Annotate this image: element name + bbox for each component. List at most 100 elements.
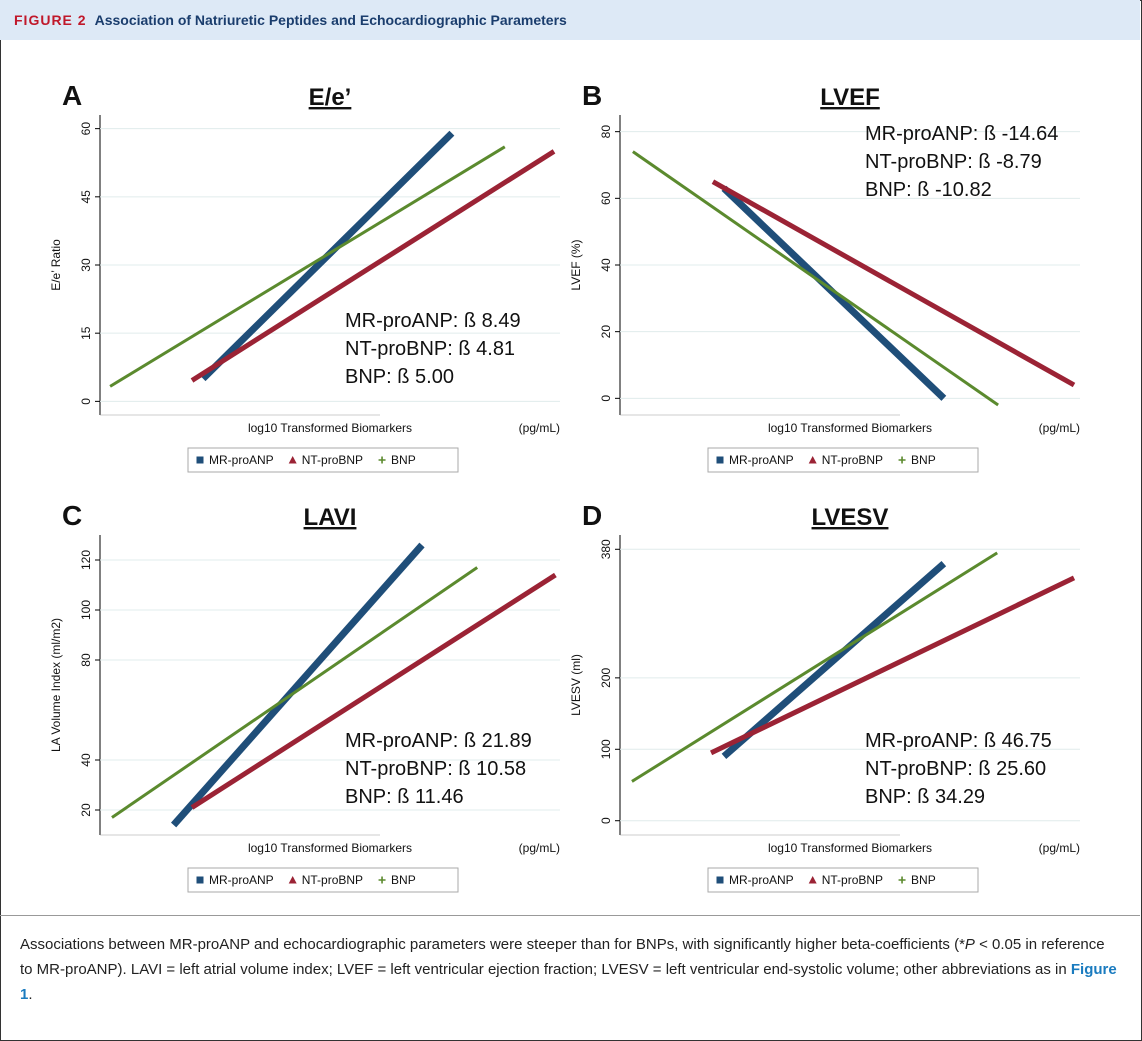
panel: C LAVI 20 40 80 100 120 LA Volume Index (ml/m2)… xyxy=(49,500,560,893)
y-tick-label: 20 xyxy=(79,803,93,817)
annotation: BNP: ß -10.82 xyxy=(865,179,992,201)
series-line xyxy=(190,149,556,383)
figure-link[interactable]: Figure 1 xyxy=(20,961,1117,1003)
legend-box xyxy=(187,867,459,893)
chart-title: LAVI xyxy=(304,504,357,531)
x-axis-label: log10 Transformed Biomarkers xyxy=(768,421,932,435)
annotation: NT-proBNP: ß 10.58 xyxy=(345,758,526,780)
y-tick-label: 80 xyxy=(79,653,93,667)
series-line xyxy=(190,572,557,810)
y-tick-label: 200 xyxy=(599,668,613,688)
series-line xyxy=(111,566,479,819)
legend-label: MR-proANP xyxy=(209,873,274,887)
y-tick-label: 80 xyxy=(599,125,613,139)
y-tick-label: 100 xyxy=(79,600,93,620)
y-tick-label: 20 xyxy=(599,325,613,339)
legend-marker xyxy=(716,456,724,464)
y-tick-label: 30 xyxy=(79,258,93,272)
legend-marker xyxy=(898,876,906,884)
annotation: MR-proANP: ß 8.49 xyxy=(345,310,521,332)
annotation: BNP: ß 5.00 xyxy=(345,366,454,388)
legend-marker xyxy=(378,456,386,464)
legend-marker xyxy=(196,456,204,464)
legend-label: BNP xyxy=(391,453,416,467)
series-line xyxy=(170,542,425,828)
panel-label: A xyxy=(62,80,82,111)
caption-italic: P xyxy=(964,936,975,953)
series-line xyxy=(109,145,506,388)
series-line xyxy=(709,575,1076,756)
y-tick-label: 15 xyxy=(79,326,93,340)
caption-text: < 0.05 in reference to MR-proANP). LAVI … xyxy=(20,936,1105,978)
chart-grid: A E/e’ 0 15 30 45 60 E/e’ Ratio log10 Transforme… xyxy=(49,80,1080,893)
y-tick-label: 60 xyxy=(599,191,613,205)
y-tick-label: 40 xyxy=(599,258,613,272)
panel: A E/e’ 0 15 30 45 60 E/e’ Ratio log10 Transforme… xyxy=(49,80,560,473)
y-tick-label: 100 xyxy=(599,739,613,759)
x-axis-unit: (pg/mL) xyxy=(519,421,560,435)
annotation: BNP: ß 34.29 xyxy=(865,786,985,808)
legend-label: NT-proBNP xyxy=(302,453,363,467)
legend-box xyxy=(707,447,979,473)
x-axis-unit: (pg/mL) xyxy=(519,841,560,855)
chart-title: E/e’ xyxy=(309,84,352,111)
series-line xyxy=(631,551,998,783)
legend-marker xyxy=(716,876,724,884)
legend-marker xyxy=(378,876,386,884)
legend-label: MR-proANP xyxy=(729,453,794,467)
legend-marker xyxy=(808,456,817,464)
legend-box xyxy=(187,447,459,473)
annotation: NT-proBNP: ß 4.81 xyxy=(345,338,515,360)
legend-marker xyxy=(288,456,297,464)
figure-number: FIGURE 2 xyxy=(14,12,87,28)
y-axis-label: LA Volume Index (ml/m2) xyxy=(49,618,63,752)
y-tick-label: 120 xyxy=(79,550,93,570)
annotation: MR-proANP: ß 21.89 xyxy=(345,730,532,752)
panel: D LVESV 0 100 200 380 LVESV (ml) log10 Transfor… xyxy=(569,500,1080,893)
figure-title: Association of Natriuretic Peptides and … xyxy=(94,12,567,28)
legend-label: MR-proANP xyxy=(729,873,794,887)
series-line xyxy=(721,185,947,401)
annotation: NT-proBNP: ß -8.79 xyxy=(865,151,1042,173)
annotation: MR-proANP: ß 46.75 xyxy=(865,730,1052,752)
legend: MR-proANP NT-proBNP BNP xyxy=(187,867,459,893)
x-axis-unit: (pg/mL) xyxy=(1039,421,1080,435)
legend-marker xyxy=(808,876,817,884)
annotation: MR-proANP: ß -14.64 xyxy=(865,123,1058,145)
y-tick-label: 40 xyxy=(79,753,93,767)
panel-label: D xyxy=(582,500,602,531)
legend-label: NT-proBNP xyxy=(302,873,363,887)
caption: Associations between MR-proANP and echoc… xyxy=(0,915,1140,1007)
x-axis-label: log10 Transformed Biomarkers xyxy=(248,841,412,855)
x-axis-unit: (pg/mL) xyxy=(1039,841,1080,855)
legend-label: BNP xyxy=(911,873,936,887)
annotation: NT-proBNP: ß 25.60 xyxy=(865,758,1046,780)
y-tick-label: 380 xyxy=(599,539,613,559)
legend-marker xyxy=(196,876,204,884)
legend-marker xyxy=(288,876,297,884)
chart-title: LVEF xyxy=(820,84,880,111)
annotation: BNP: ß 11.46 xyxy=(345,786,464,808)
series-line xyxy=(711,179,1076,388)
legend: MR-proANP NT-proBNP BNP xyxy=(707,867,979,893)
y-axis-label: LVESV (ml) xyxy=(569,654,583,716)
y-tick-label: 60 xyxy=(79,122,93,136)
legend-label: MR-proANP xyxy=(209,453,274,467)
y-tick-label: 0 xyxy=(79,398,93,405)
y-axis-label: E/e’ Ratio xyxy=(49,239,63,291)
x-axis-label: log10 Transformed Biomarkers xyxy=(768,841,932,855)
y-tick-label: 0 xyxy=(599,817,613,824)
panel-label: C xyxy=(62,500,82,531)
caption-text: Associations between MR-proANP and echoc… xyxy=(20,936,965,953)
legend-label: NT-proBNP xyxy=(822,873,883,887)
chart-title: LVESV xyxy=(812,504,889,531)
legend: MR-proANP NT-proBNP BNP xyxy=(187,447,459,473)
y-tick-label: 0 xyxy=(599,395,613,402)
figure-header: FIGURE 2 Association of Natriuretic Pepti… xyxy=(0,0,1140,40)
legend-label: NT-proBNP xyxy=(822,453,883,467)
series-line xyxy=(632,150,999,407)
legend-marker xyxy=(898,456,906,464)
series-line xyxy=(721,560,947,760)
legend-box xyxy=(707,867,979,893)
legend: MR-proANP NT-proBNP BNP xyxy=(707,447,979,473)
